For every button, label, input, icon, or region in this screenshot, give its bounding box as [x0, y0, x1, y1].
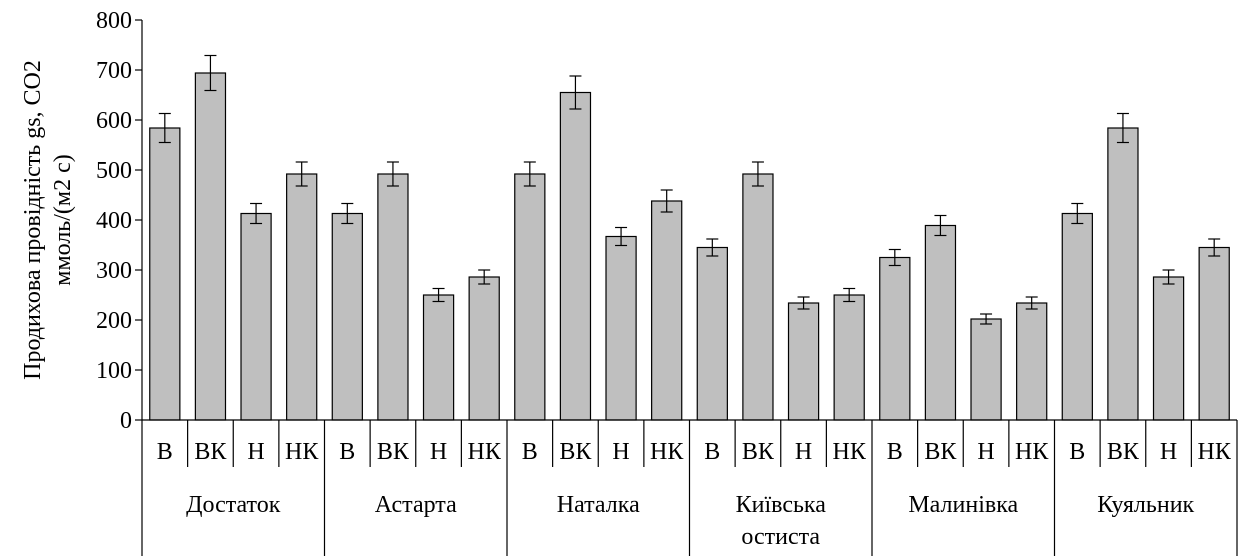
group-label-line: Київська [736, 492, 827, 518]
group-label-line: Куяльник [1097, 492, 1194, 518]
bar [331, 212, 363, 421]
y-axis-label: Продихова провідність gs, CO2 ммоль/(м2 с… [20, 60, 76, 380]
category-label: ВК [742, 439, 775, 465]
group-label: Київська остиста [736, 492, 827, 550]
category-label: НК [650, 439, 684, 465]
category-label: В [339, 439, 355, 465]
y-tick-label: 200 [96, 308, 132, 334]
group-label-line: Астарта [375, 492, 457, 518]
category-label: НК [1015, 439, 1049, 465]
bar [742, 173, 774, 421]
y-tick-label: 100 [96, 358, 132, 384]
bar [605, 235, 637, 421]
y-axis-title: Продихова провідність gs, CO2 ммоль/(м2 с… [20, 60, 76, 380]
category-label: ВК [377, 439, 410, 465]
group-label-line: Малинівка [908, 492, 1018, 518]
bar [924, 224, 957, 421]
y-tick-label: 600 [96, 108, 132, 134]
group-label-line: Наталка [557, 492, 640, 518]
category-label: ВК [194, 439, 227, 465]
bar [879, 256, 911, 421]
bar [514, 173, 546, 421]
category-label: Н [977, 439, 994, 465]
bar [787, 302, 820, 421]
category-label: Н [247, 439, 264, 465]
bar [1016, 302, 1048, 421]
category-label: НК [468, 439, 502, 465]
category-label: Н [612, 439, 629, 465]
category-label: ВК [924, 439, 957, 465]
bar [696, 246, 728, 421]
category-label: В [522, 439, 538, 465]
group-label: Достаток [186, 492, 281, 518]
group-label: Малинівка [908, 492, 1018, 518]
bars [149, 54, 1230, 421]
group-label-line: Достаток [186, 492, 281, 518]
category-label: ВК [559, 439, 592, 465]
bar [1152, 276, 1185, 421]
category-label: В [887, 439, 903, 465]
y-axis-title-line: Продихова провідність gs, CO2 [20, 60, 46, 380]
category-label: НК [833, 439, 867, 465]
y-tick-label: 300 [96, 258, 132, 284]
y-axis: 0 100 200 300 400 500 600 700 800 [96, 8, 143, 434]
bar [149, 127, 181, 421]
group-label: Астарта [375, 492, 457, 518]
bar [651, 200, 683, 421]
y-tick-label: 700 [96, 58, 132, 84]
y-tick-label: 500 [96, 158, 132, 184]
bar [1061, 212, 1093, 421]
bar [1198, 246, 1230, 421]
bar [286, 173, 318, 421]
bar [559, 91, 592, 421]
bar [970, 318, 1002, 421]
x-axis: В ВК Н НК Достаток В ВК Н НК Астарта В ВК Н НК Наталка… [141, 419, 1238, 556]
category-label: Н [795, 439, 812, 465]
bar [468, 276, 500, 421]
category-label: В [1069, 439, 1085, 465]
category-label: Н [1160, 439, 1177, 465]
category-label: НК [285, 439, 319, 465]
bar [422, 294, 455, 421]
y-tick-label: 800 [96, 8, 132, 34]
y-tick-label: 400 [96, 208, 132, 234]
category-label: ВК [1107, 439, 1140, 465]
y-tick-label: 0 [120, 408, 132, 434]
bar [833, 294, 865, 421]
group-label-line: остиста [741, 524, 820, 550]
group-label: Куяльник [1097, 492, 1194, 518]
category-label: НК [1198, 439, 1232, 465]
bar [240, 212, 272, 421]
bar [194, 72, 227, 421]
bar [377, 173, 409, 421]
y-axis-title-line: ммоль/(м2 с) [50, 154, 76, 285]
category-label: В [157, 439, 173, 465]
group-label: Наталка [557, 492, 640, 518]
category-label: В [704, 439, 720, 465]
category-label: Н [430, 439, 447, 465]
bar [1107, 127, 1139, 421]
